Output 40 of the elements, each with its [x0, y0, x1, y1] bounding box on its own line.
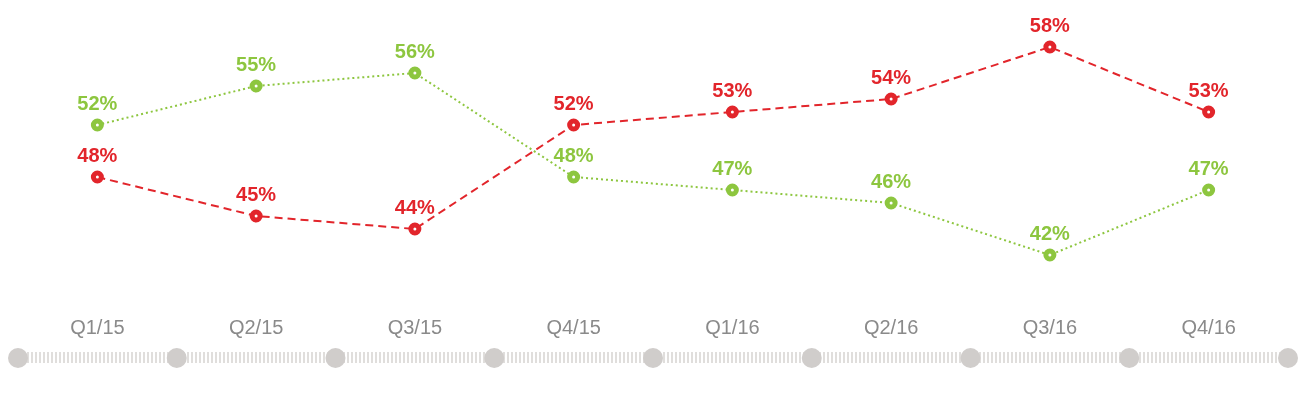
point: [567, 170, 581, 184]
x-tick-label: Q3/15: [387, 315, 443, 338]
data-label: 45%: [236, 182, 277, 205]
x-tick-label: Q4/15: [546, 315, 601, 338]
data-label: 54%: [871, 65, 912, 88]
point: [884, 196, 898, 210]
point: [249, 79, 263, 93]
data-label: 47%: [1188, 156, 1229, 179]
point: [1202, 105, 1216, 119]
data-label: 56%: [394, 39, 436, 62]
data-label: 47%: [712, 156, 753, 179]
point: [90, 118, 104, 132]
point: [1043, 248, 1057, 262]
data-label: 52%: [77, 91, 118, 114]
x-tick-label: Q1/16: [705, 315, 760, 338]
data-label: 55%: [236, 52, 277, 75]
point: [725, 105, 739, 119]
data-label: 53%: [712, 78, 753, 101]
data-label: 53%: [1188, 78, 1229, 101]
point: [408, 222, 422, 236]
point: [884, 92, 898, 106]
x-tick-label: Q2/16: [863, 315, 919, 338]
point: [1043, 40, 1057, 54]
x-tick-label: Q4/16: [1181, 315, 1236, 338]
point: [567, 118, 581, 132]
point: [1202, 183, 1216, 197]
data-label: 48%: [553, 143, 594, 166]
point: [408, 66, 422, 80]
data-label: 46%: [871, 169, 912, 192]
data-label: 44%: [394, 195, 436, 218]
x-tick-label: Q2/15: [228, 315, 284, 338]
point: [90, 170, 104, 184]
data-label: 58%: [1029, 13, 1071, 36]
point: [725, 183, 739, 197]
x-tick-label: Q3/16: [1022, 315, 1078, 338]
data-label: 48%: [77, 143, 118, 166]
x-tick-label: Q1/15: [70, 315, 125, 338]
point: [249, 209, 263, 223]
data-label: 52%: [553, 91, 594, 114]
data-label: 42%: [1029, 221, 1071, 244]
